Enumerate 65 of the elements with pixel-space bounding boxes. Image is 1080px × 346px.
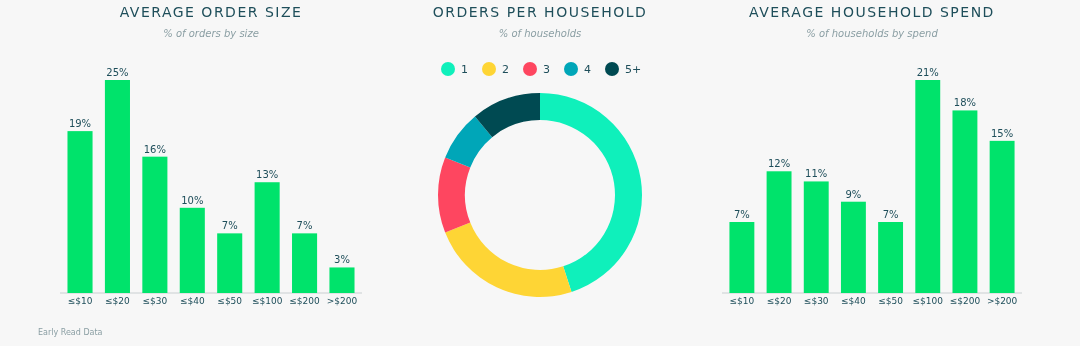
x-tick-label: ≤$30 (803, 296, 829, 306)
data-label: 7% (733, 209, 750, 220)
bar (803, 181, 829, 293)
x-tick-label: ≤$40 (841, 296, 867, 306)
donut-slice (474, 93, 540, 138)
data-label: 3% (334, 254, 350, 266)
x-tick-label: ≤$30 (142, 296, 168, 306)
x-tick-label: ≤$10 (67, 296, 93, 306)
data-label: 15% (990, 127, 1014, 139)
bar (878, 222, 904, 293)
bar (766, 171, 792, 293)
data-label: 9% (845, 188, 862, 200)
x-tick-label: ≤$100 (912, 296, 944, 306)
data-label: 16% (143, 143, 166, 155)
x-tick-label: ≤$50 (217, 296, 243, 306)
x-tick-label: ≤$10 (729, 296, 755, 306)
x-tick-label: ≤$50 (878, 296, 904, 306)
bar (142, 156, 168, 293)
x-tick-label: >$200 (986, 296, 1018, 306)
data-label: 21% (916, 67, 939, 78)
bar (329, 267, 355, 293)
bar (292, 233, 318, 293)
text: Early Read Data (38, 328, 103, 337)
donut-slice (438, 157, 471, 233)
donut-slice (445, 116, 493, 168)
bar (989, 140, 1015, 293)
bar (729, 222, 755, 293)
data-label: 19% (68, 118, 92, 130)
data-label: 13% (256, 169, 279, 181)
legend-label: 3 (543, 63, 550, 76)
x-tick-label: >$200 (326, 296, 358, 306)
chart-subtitle: % of households (498, 28, 582, 39)
data-label: 7% (221, 220, 238, 232)
data-label: 10% (181, 194, 204, 206)
bar (952, 110, 978, 293)
bar (217, 233, 243, 293)
x-tick-label: ≤$100 (251, 296, 283, 306)
bar (254, 182, 280, 293)
x-tick-label: ≤$20 (766, 296, 792, 306)
data-label: 7% (296, 220, 313, 232)
chart-subtitle: % of orders by size (163, 28, 259, 39)
data-label: 7% (882, 209, 899, 220)
donut-slice (540, 93, 642, 293)
legend-label: 4 (584, 63, 591, 76)
chart-subtitle: % of households by spend (806, 28, 939, 39)
bar (179, 207, 205, 293)
chart-title: AVERAGE ORDER SIZE (119, 4, 303, 20)
legend-label: 1 (461, 63, 468, 76)
x-tick-label: ≤$200 (949, 296, 981, 306)
bar (104, 80, 130, 293)
x-tick-label: ≤$40 (179, 296, 205, 306)
legend-label: 2 (502, 63, 509, 76)
data-label: 25% (106, 67, 129, 78)
chart-title: ORDERS PER HOUSEHOLD (432, 4, 648, 20)
bar (915, 80, 941, 293)
x-tick-label: ≤$20 (105, 296, 131, 306)
bar (67, 131, 93, 293)
data-label: 18% (953, 97, 977, 109)
chart-title: AVERAGE HOUSEHOLD SPEND (749, 4, 995, 20)
legend-label: 5+ (625, 63, 642, 76)
data-label: 12% (767, 158, 791, 170)
x-tick-label: ≤$200 (289, 296, 321, 306)
bar (840, 201, 866, 293)
data-label: 11% (805, 168, 828, 180)
donut-slice (445, 222, 572, 297)
